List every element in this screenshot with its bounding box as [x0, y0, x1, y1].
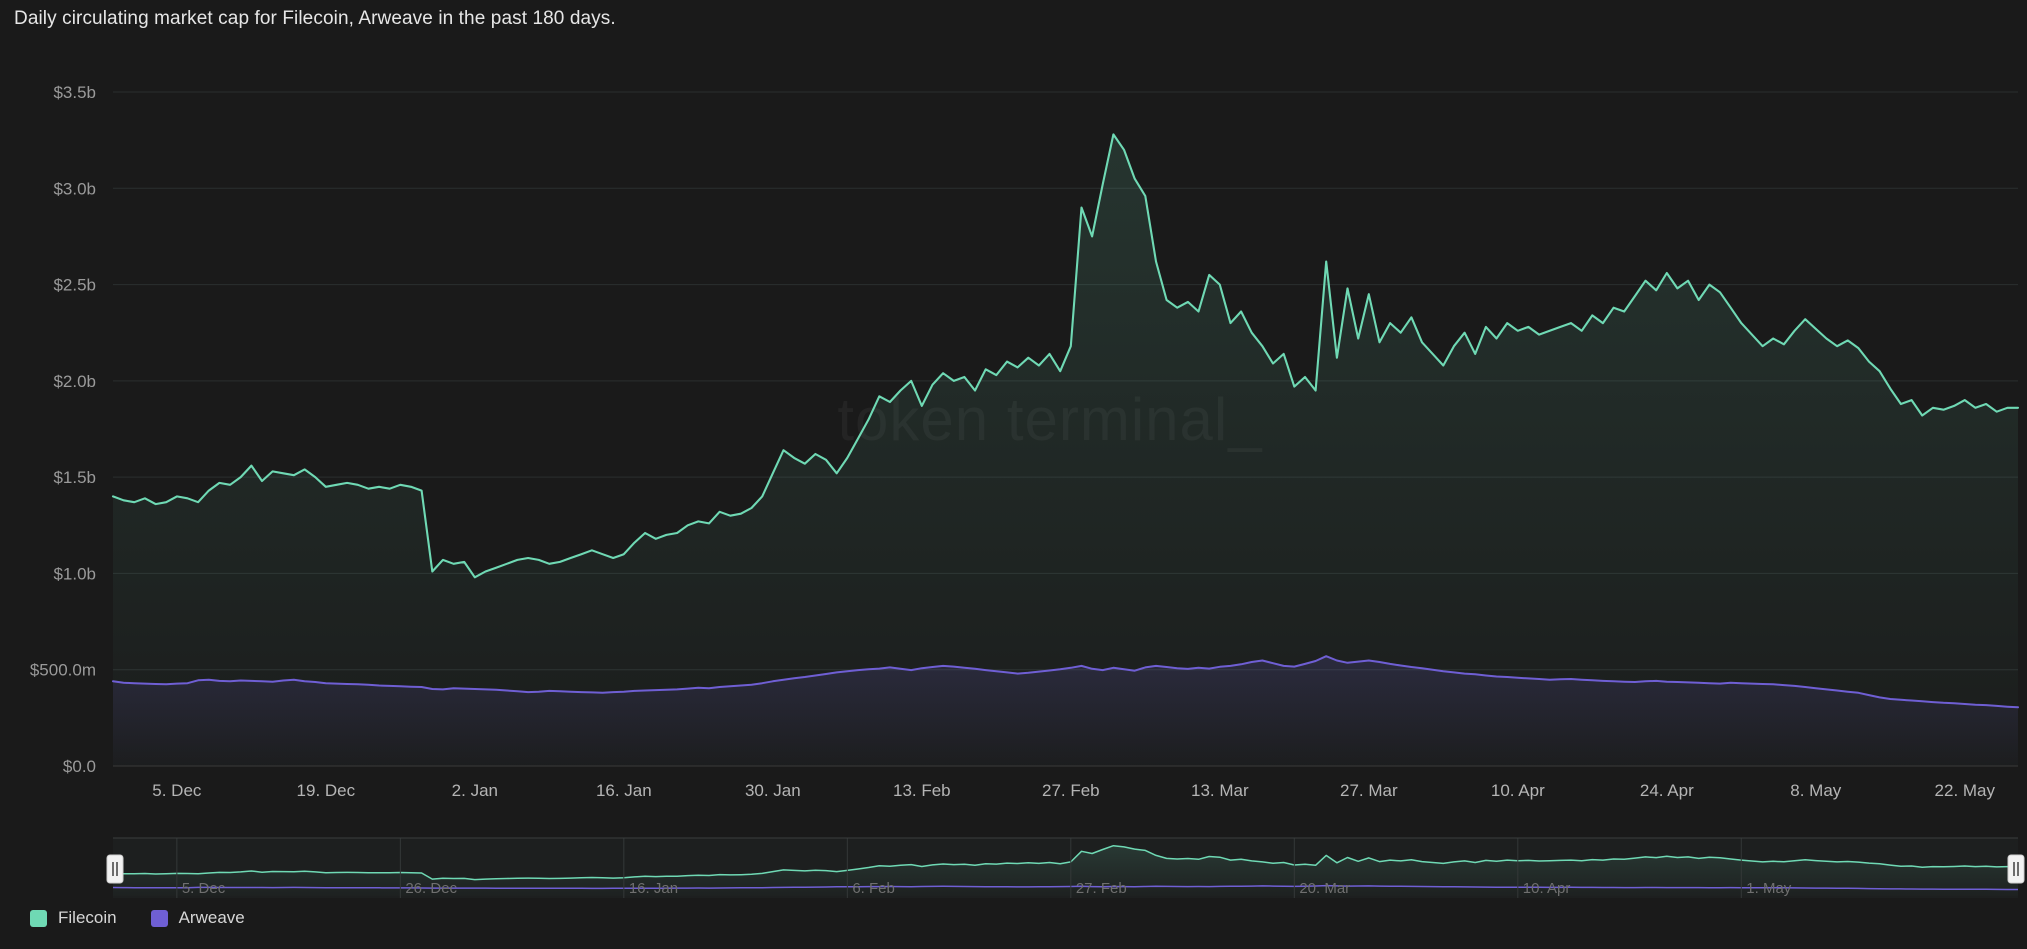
page-title: Daily circulating market cap for Filecoi… [14, 8, 616, 29]
y-axis-tick-labels: $0.0 $500.0m $1.0b $1.5b $2.0b $2.5b $3.0b $3.5… [30, 83, 96, 776]
range-navigator[interactable]: 5. Dec 26. Dec 16. Jan 6. Feb 27. Feb 20. Mar… [106, 837, 2025, 898]
legend-label-arweave: Arweave [178, 908, 245, 927]
x-axis-tick: 5. Dec [152, 781, 202, 800]
range-left-handle[interactable] [106, 854, 124, 884]
range-right-handle[interactable] [2007, 854, 2025, 884]
navigator-gridlines [113, 837, 2018, 898]
x-axis-tick-labels: 5. Dec 19. Dec 2. Jan 16. Jan 30. Jan 13. Feb… [152, 781, 1995, 800]
y-axis-tick: $1.5b [53, 468, 96, 487]
series-area-arweave [113, 656, 2018, 766]
x-axis-tick: 27. Mar [1340, 781, 1398, 800]
navigator-area-filecoin [113, 845, 2018, 896]
legend-item-arweave[interactable]: Arweave [150, 908, 245, 928]
y-axis-tick: $1.0b [53, 564, 96, 583]
x-axis-tick: 16. Jan [596, 781, 652, 800]
navigator-line-arweave [112, 884, 2018, 891]
y-axis-tick: $3.5b [53, 83, 96, 102]
navigator-tick: 1. May [1746, 880, 1792, 897]
series-line-filecoin[interactable] [111, 133, 2020, 579]
navigator-tick: 10. Apr [1523, 880, 1571, 897]
navigator-tick: 6. Feb [852, 880, 895, 897]
y-axis-tick: $3.0b [53, 179, 96, 198]
y-axis-tick: $2.0b [53, 372, 96, 391]
navigator-tick: 27. Feb [1076, 880, 1127, 897]
y-axis-tick: $500.0m [30, 661, 96, 680]
x-axis-tick: 8. May [1790, 781, 1842, 800]
navigator-tick-labels: 5. Dec 26. Dec 16. Jan 6. Feb 27. Feb 20. Mar… [182, 880, 1792, 897]
x-axis-tick: 30. Jan [745, 781, 801, 800]
navigator-line-filecoin [112, 844, 2018, 881]
chart-legend: Filecoin Arweave [30, 908, 245, 928]
x-axis-tick: 24. Apr [1640, 781, 1694, 800]
legend-swatch-filecoin [30, 909, 47, 927]
chart-series-lines [111, 133, 2020, 709]
x-axis-tick: 2. Jan [452, 781, 498, 800]
y-axis-tick: $2.5b [53, 276, 96, 295]
x-axis-tick: 10. Apr [1491, 781, 1545, 800]
navigator-tick: 20. Mar [1299, 880, 1350, 897]
navigator-tick: 5. Dec [182, 880, 226, 897]
x-axis-tick: 19. Dec [297, 781, 356, 800]
chart-series-areas [113, 134, 2018, 766]
navigator-series [112, 844, 2018, 896]
legend-label-filecoin: Filecoin [58, 908, 117, 927]
x-axis-tick: 22. May [1935, 781, 1996, 800]
series-line-arweave[interactable] [112, 655, 2019, 709]
x-axis-tick: 27. Feb [1042, 781, 1100, 800]
x-axis-tick: 13. Mar [1191, 781, 1249, 800]
x-axis-tick: 13. Feb [893, 781, 951, 800]
y-axis-tick: $0.0 [63, 757, 96, 776]
legend-item-filecoin[interactable]: Filecoin [30, 908, 117, 928]
legend-swatch-arweave [150, 909, 168, 927]
navigator-tick: 26. Dec [405, 880, 457, 897]
series-area-filecoin [113, 134, 2018, 766]
navigator-tick: 16. Jan [629, 880, 678, 897]
